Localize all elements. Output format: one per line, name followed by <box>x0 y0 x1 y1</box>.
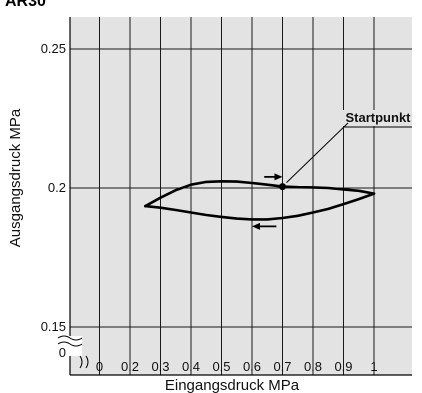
x-tick-label-1: 0.2 <box>121 359 139 374</box>
axis-break-mark-4 <box>85 355 89 369</box>
x-tick-label-3: 0.4 <box>182 359 200 374</box>
y-axis-label: Ausgangsdruck MPa <box>7 108 24 247</box>
axis-break-mark-2 <box>57 341 83 347</box>
arrow-head-0 <box>274 173 283 181</box>
axis-break-gap <box>56 336 82 356</box>
x-tick-label-7: 0.8 <box>304 359 322 374</box>
axes <box>56 17 412 376</box>
hysteresis-curves <box>144 180 376 221</box>
x-axis-label: Eingangsdruck MPa <box>165 377 300 393</box>
axis-break-mark-3 <box>79 355 83 369</box>
series-line-0 <box>144 192 376 221</box>
start-point-label: Startpunkt <box>346 110 412 125</box>
x-tick-label-4: 0.5 <box>212 359 230 374</box>
plot-area <box>70 17 412 375</box>
x-tick-label-6: 0.7 <box>273 359 291 374</box>
grid <box>70 17 412 375</box>
x-tick-label-9: 1 <box>370 359 377 374</box>
start-point-annotation: Startpunkt <box>279 110 412 191</box>
x-tick-label-0: 0 <box>96 359 103 374</box>
origin-label: 0 <box>59 345 66 360</box>
x-tick-label-2: 0.3 <box>151 359 169 374</box>
y-tick-label-0: 0.15 <box>41 319 66 334</box>
chart-title: AR30 <box>5 0 46 10</box>
axis-break-mark-1 <box>57 335 83 341</box>
x-tick-label-8: 0.9 <box>334 359 352 374</box>
start-point-marker <box>279 183 286 191</box>
start-point-leader <box>286 122 349 183</box>
arrow-head-1 <box>252 222 260 230</box>
direction-arrows <box>252 173 283 230</box>
y-tick-label-1: 0.2 <box>48 180 66 195</box>
x-tick-label-5: 0.6 <box>243 359 261 374</box>
series-line-1 <box>144 180 376 208</box>
start-point-label-bg <box>342 110 412 126</box>
tick-labels: 0 0.2 0.3 0.4 0.5 0.6 0.7 0.8 0.9 1 0.15 0.2 0.25 0 <box>41 41 378 374</box>
y-tick-label-2: 0.25 <box>41 41 66 56</box>
